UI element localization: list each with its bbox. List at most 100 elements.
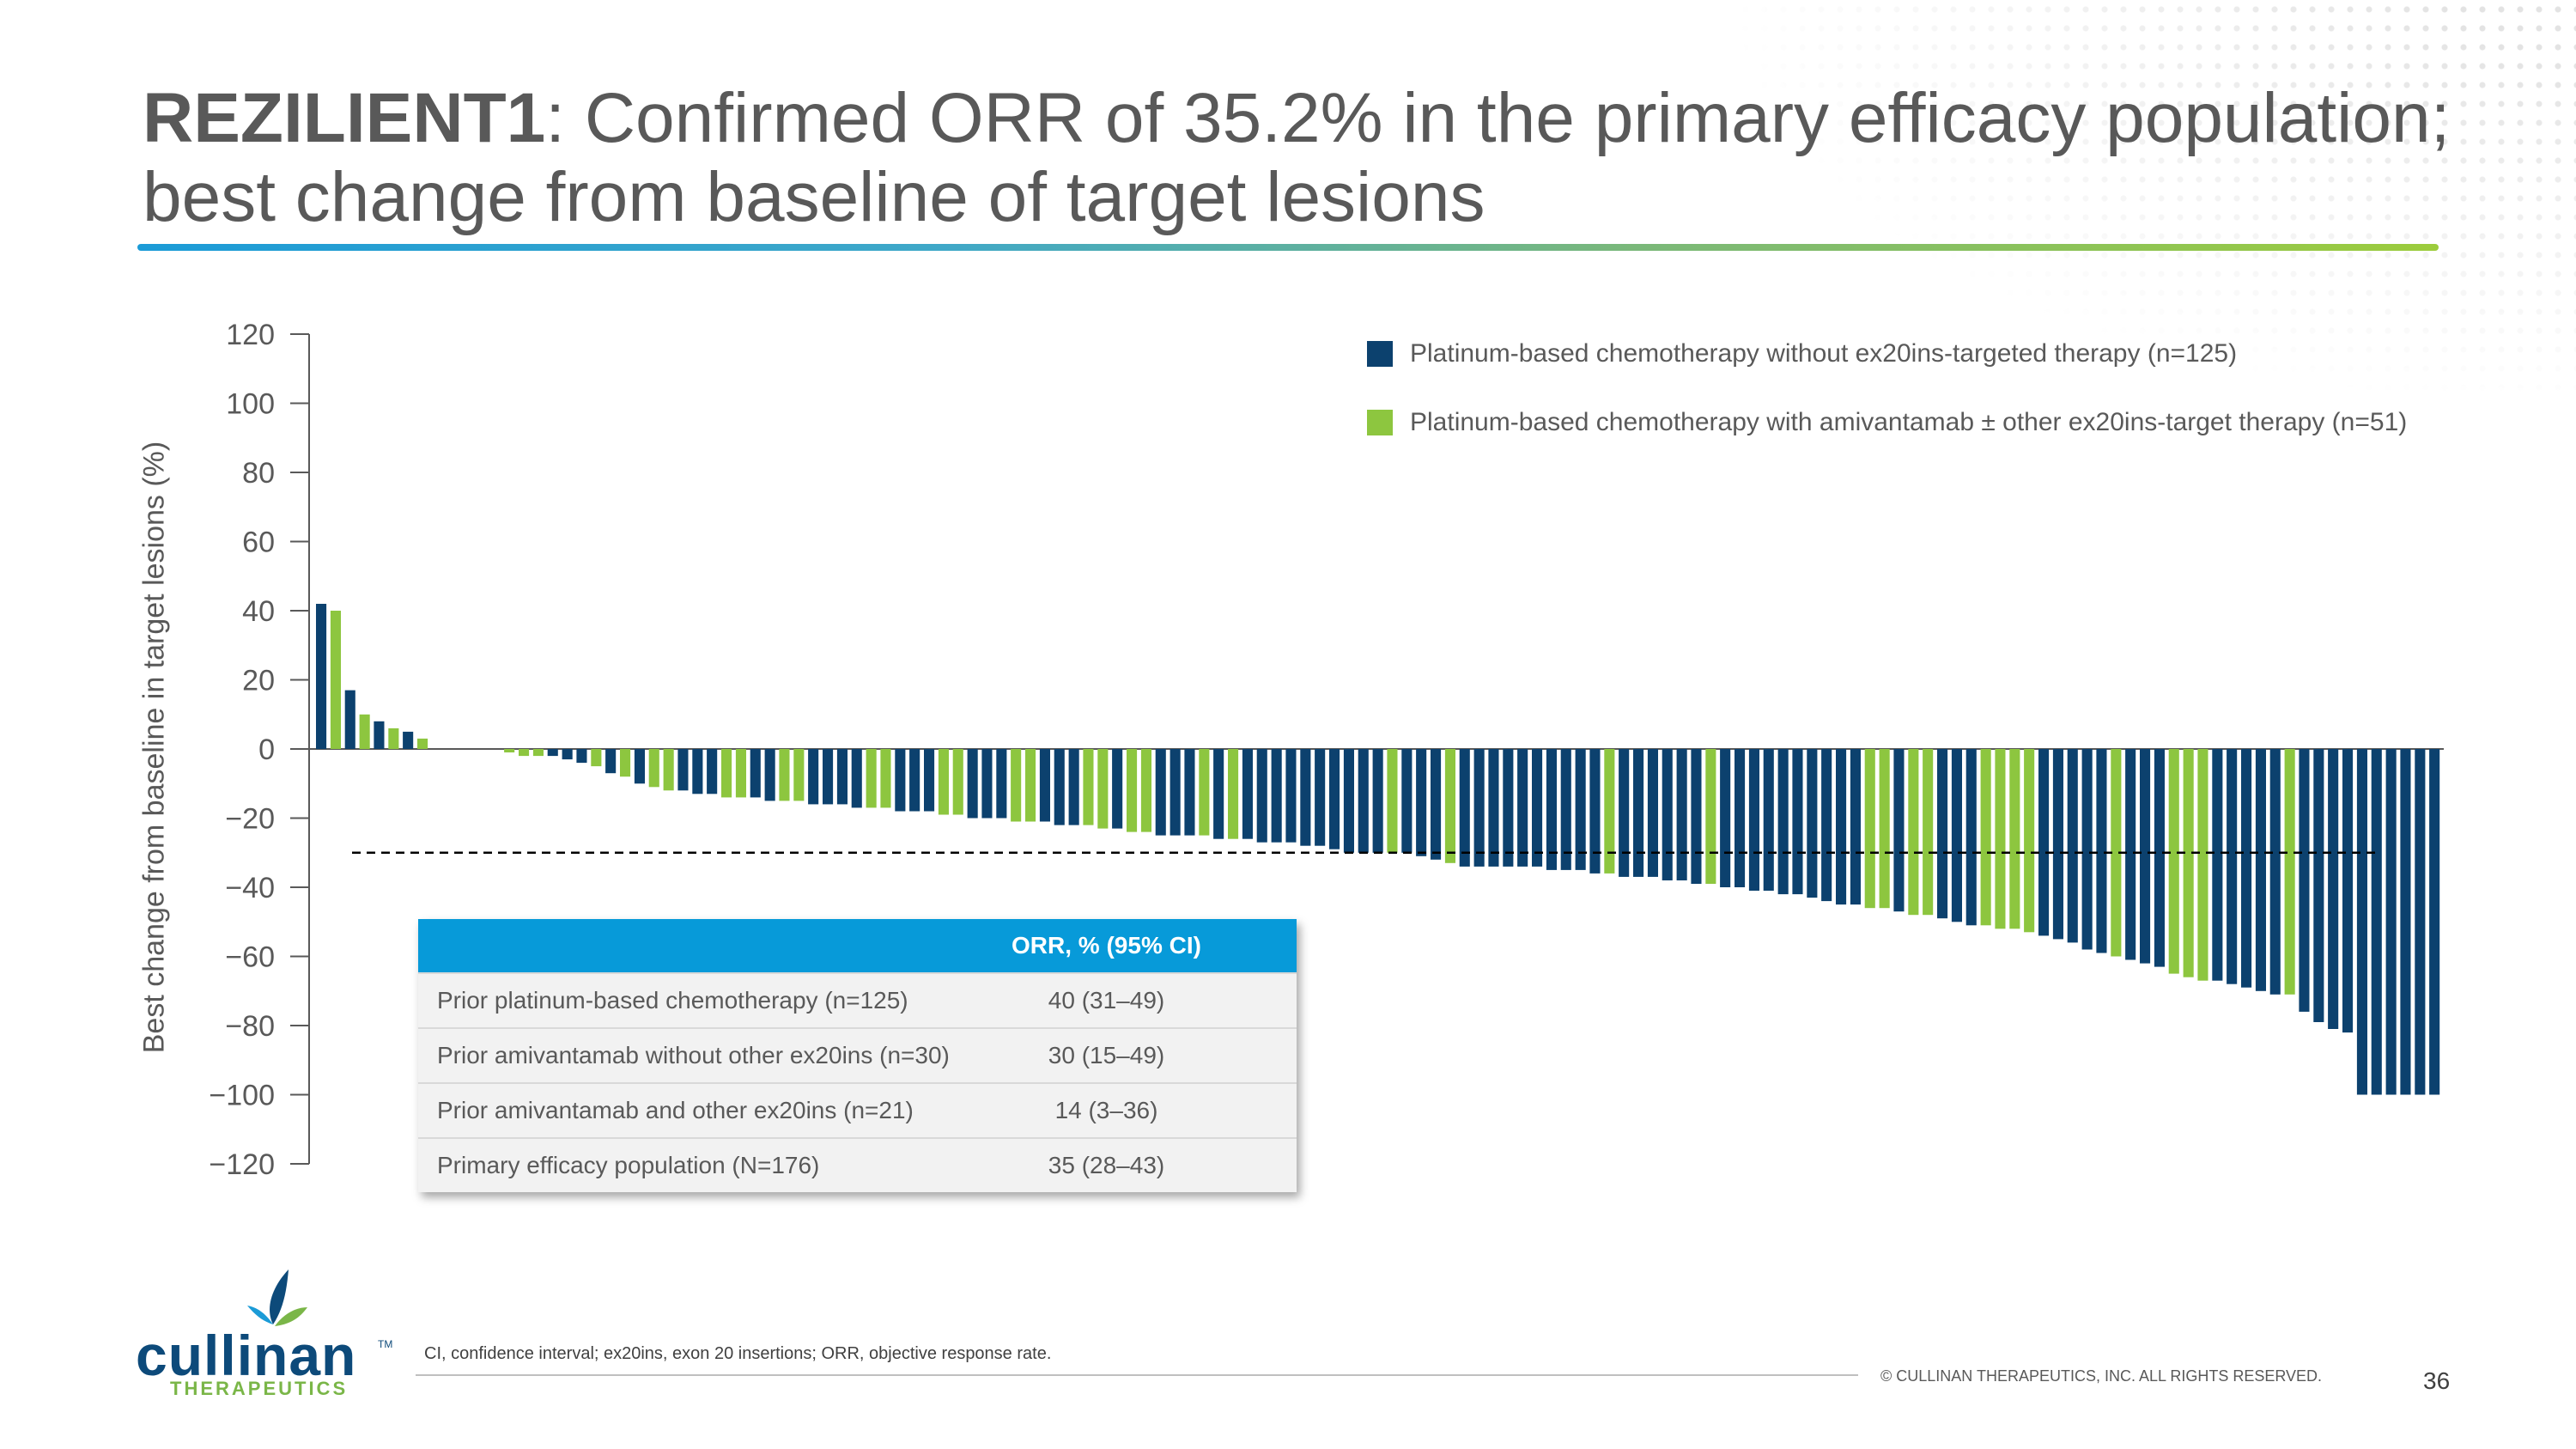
table-row: Prior amivantamab and other ex20ins (n=2… bbox=[418, 1082, 1297, 1137]
bar-platinum-only bbox=[345, 691, 355, 749]
bar-platinum-only bbox=[1170, 749, 1181, 836]
bar-platinum-only bbox=[1503, 749, 1513, 867]
bar-platinum-only bbox=[2227, 749, 2237, 984]
bar-platinum-only bbox=[837, 749, 848, 804]
bar-platinum-only bbox=[852, 749, 862, 807]
bar-amivantamab bbox=[664, 749, 674, 790]
footnote: CI, confidence interval; ex20ins, exon 2… bbox=[424, 1344, 1051, 1364]
bar-platinum-only bbox=[2212, 749, 2222, 981]
legend-item-platinum-only: Platinum-based chemotherapy without ex20… bbox=[1367, 337, 2407, 371]
legend-item-amivantamab: Platinum-based chemotherapy with amivant… bbox=[1367, 405, 2407, 440]
bar-amivantamab bbox=[779, 749, 789, 801]
bar-platinum-only bbox=[1184, 749, 1194, 836]
y-tick-label: 40 bbox=[242, 595, 275, 628]
bar-amivantamab bbox=[2024, 749, 2034, 932]
bar-amivantamab bbox=[1387, 749, 1397, 853]
bar-platinum-only bbox=[2241, 749, 2251, 988]
y-tick-label: −100 bbox=[209, 1080, 275, 1112]
bar-platinum-only bbox=[1242, 749, 1253, 839]
bar-amivantamab bbox=[793, 749, 804, 801]
bar-amivantamab bbox=[504, 749, 514, 752]
bar-platinum-only bbox=[909, 749, 920, 812]
table-row: Primary efficacy population (N=176) 35 (… bbox=[418, 1137, 1297, 1192]
bar-platinum-only bbox=[1648, 749, 1658, 877]
bar-platinum-only bbox=[1821, 749, 1832, 901]
bar-amivantamab bbox=[360, 715, 370, 749]
bar-amivantamab bbox=[1995, 749, 2005, 928]
bar-platinum-only bbox=[2038, 749, 2049, 935]
bar-platinum-only bbox=[2357, 749, 2367, 1095]
title-underline bbox=[137, 244, 2439, 251]
bar-amivantamab bbox=[866, 749, 877, 807]
copyright: © CULLINAN THERAPEUTICS, INC. ALL RIGHTS… bbox=[1880, 1367, 2322, 1385]
bar-platinum-only bbox=[692, 749, 702, 794]
bar-platinum-only bbox=[1460, 749, 1470, 867]
bar-platinum-only bbox=[2125, 749, 2136, 960]
table-cell: 30 (15–49) bbox=[968, 1042, 1297, 1069]
table-row: Prior platinum-based chemotherapy (n=125… bbox=[418, 972, 1297, 1027]
bar-platinum-only bbox=[1937, 749, 1947, 918]
bar-amivantamab bbox=[1127, 749, 1137, 832]
slide-title: REZILIENT1: Confirmed ORR of 35.2% in th… bbox=[143, 79, 2461, 237]
bar-platinum-only bbox=[2053, 749, 2063, 939]
bar-platinum-only bbox=[1112, 749, 1122, 829]
bar-platinum-only bbox=[2096, 749, 2106, 953]
y-tick-label: 80 bbox=[242, 457, 275, 490]
bar-platinum-only bbox=[2140, 749, 2150, 964]
bar-platinum-only bbox=[374, 721, 384, 749]
table-header-cell: ORR, % (95% CI) bbox=[968, 932, 1297, 959]
bar-platinum-only bbox=[1344, 749, 1354, 853]
y-tick-label: −40 bbox=[225, 872, 275, 904]
bar-platinum-only bbox=[996, 749, 1006, 819]
bar-platinum-only bbox=[1662, 749, 1673, 880]
bar-amivantamab bbox=[939, 749, 949, 815]
y-tick-label: −80 bbox=[225, 1010, 275, 1043]
bar-platinum-only bbox=[1431, 749, 1441, 860]
bar-amivantamab bbox=[2169, 749, 2179, 974]
bar-amivantamab bbox=[1923, 749, 1933, 915]
bar-platinum-only bbox=[562, 749, 573, 759]
bar-platinum-only bbox=[403, 732, 413, 749]
bar-platinum-only bbox=[2299, 749, 2309, 1012]
bar-amivantamab bbox=[1981, 749, 1991, 925]
bar-platinum-only bbox=[2429, 749, 2439, 1095]
bar-platinum-only bbox=[635, 749, 645, 783]
bar-amivantamab bbox=[1141, 749, 1151, 832]
bar-platinum-only bbox=[1850, 749, 1861, 904]
table-cell: 14 (3–36) bbox=[968, 1097, 1297, 1124]
table-cell: Prior platinum-based chemotherapy (n=125… bbox=[418, 987, 968, 1014]
bar-platinum-only bbox=[1836, 749, 1846, 904]
bar-platinum-only bbox=[1952, 749, 1962, 922]
bar-platinum-only bbox=[2342, 749, 2353, 1032]
table-row: Prior amivantamab without other ex20ins … bbox=[418, 1027, 1297, 1082]
bar-platinum-only bbox=[1677, 749, 1687, 880]
bar-platinum-only bbox=[823, 749, 833, 804]
bar-platinum-only bbox=[1778, 749, 1789, 894]
bar-platinum-only bbox=[1257, 749, 1267, 843]
y-tick-label: −20 bbox=[225, 803, 275, 836]
bar-amivantamab bbox=[591, 749, 601, 766]
bar-platinum-only bbox=[1720, 749, 1730, 887]
bar-platinum-only bbox=[1474, 749, 1485, 867]
bar-platinum-only bbox=[1619, 749, 1629, 877]
legend-swatch-platinum-only bbox=[1367, 341, 1393, 367]
bar-platinum-only bbox=[2328, 749, 2338, 1029]
bar-amivantamab bbox=[2009, 749, 2020, 928]
bar-platinum-only bbox=[1966, 749, 1977, 925]
bar-platinum-only bbox=[1040, 749, 1050, 822]
legend-swatch-amivantamab bbox=[1367, 410, 1393, 435]
bar-amivantamab bbox=[331, 611, 341, 749]
bar-platinum-only bbox=[808, 749, 818, 804]
bar-platinum-only bbox=[750, 749, 761, 797]
bar-amivantamab bbox=[1445, 749, 1455, 863]
title-bold: REZILIENT1 bbox=[143, 79, 545, 157]
legend-label-platinum-only: Platinum-based chemotherapy without ex20… bbox=[1410, 339, 2237, 368]
orr-table: ORR, % (95% CI) Prior platinum-based che… bbox=[418, 919, 1297, 1192]
bar-platinum-only bbox=[2082, 749, 2093, 950]
table-cell: Prior amivantamab and other ex20ins (n=2… bbox=[418, 1097, 968, 1124]
bar-platinum-only bbox=[1156, 749, 1166, 836]
bar-amivantamab bbox=[2197, 749, 2208, 981]
bar-platinum-only bbox=[1285, 749, 1296, 843]
bar-platinum-only bbox=[968, 749, 978, 819]
bar-platinum-only bbox=[316, 604, 326, 749]
